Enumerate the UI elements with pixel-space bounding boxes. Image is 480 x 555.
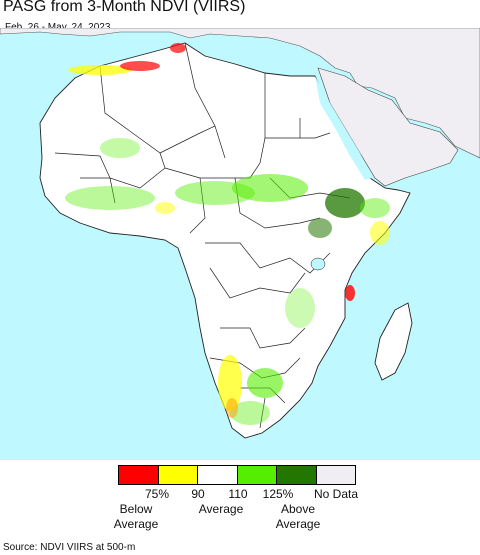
- below-average-zones: [68, 43, 390, 418]
- legend-above-line2: Average: [275, 517, 321, 531]
- legend-swatch-red: [119, 466, 159, 484]
- source-note: Source: NDVI VIIRS at 500-m: [3, 542, 136, 553]
- legend-tick-110: 110: [228, 487, 248, 501]
- legend-tick-no-data: No Data: [313, 487, 359, 501]
- above-average-zones: [65, 138, 390, 425]
- legend-swatch-light-green: [237, 466, 277, 484]
- legend-above-line1: Above: [280, 502, 316, 516]
- legend-tick-90: 90: [191, 487, 205, 501]
- legend-swatch-yellow: [158, 466, 198, 484]
- legend-below-line1: Below: [119, 502, 153, 516]
- date-range: Feb. 26 - May. 24, 2023: [5, 22, 111, 33]
- legend-below-line2: Average: [113, 517, 159, 531]
- legend-swatch-white: [198, 466, 238, 484]
- red-sea: [315, 76, 372, 180]
- legend-color-bar: [118, 465, 356, 485]
- legend-average: Average: [198, 502, 244, 516]
- madagascar: [374, 302, 413, 381]
- africa-ndvi-map: [0, 28, 480, 460]
- map-title: PASG from 3-Month NDVI (VIIRS): [3, 0, 246, 15]
- eurasia-land: [0, 28, 480, 159]
- legend-tick-75: 75%: [144, 487, 170, 501]
- legend-swatch-no-data: [316, 466, 355, 484]
- legend-swatch-dark-green: [277, 466, 317, 484]
- lake-victoria: [310, 257, 326, 271]
- africa-land: [39, 42, 411, 439]
- legend-tick-125: 125%: [262, 487, 294, 501]
